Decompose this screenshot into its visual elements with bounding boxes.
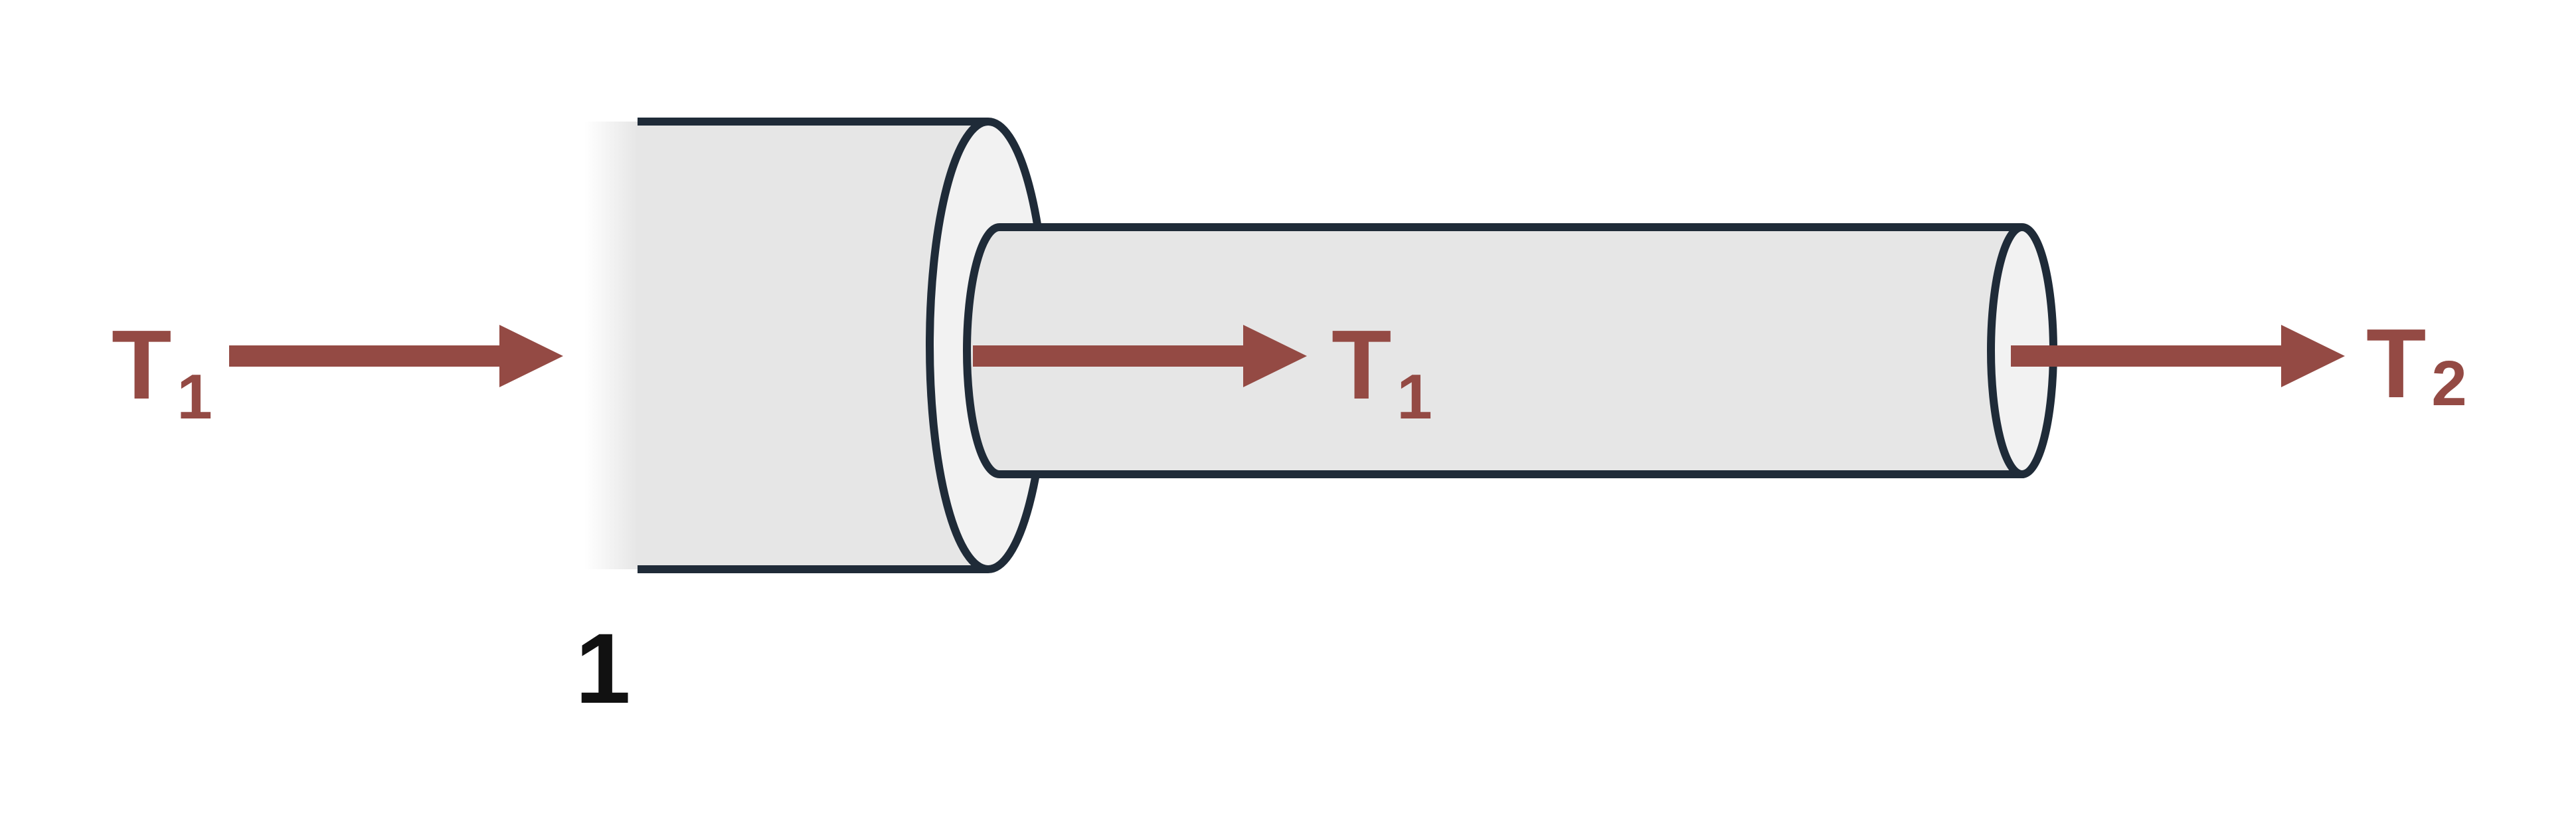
arrow-left-head bbox=[499, 325, 563, 387]
arrow-right-shaft bbox=[2011, 345, 2284, 367]
t1-mid-sub: 1 bbox=[1397, 361, 1432, 432]
t1-mid-label: T1 bbox=[1331, 310, 1432, 432]
t1-left-label: T1 bbox=[112, 310, 213, 432]
t2-right-sub: 2 bbox=[2431, 348, 2466, 419]
large-pipe-fade bbox=[584, 122, 638, 569]
t2-right-label: T2 bbox=[2366, 309, 2467, 419]
t1-mid-main: T bbox=[1331, 310, 1391, 420]
right-arrow-icon bbox=[2011, 325, 2345, 387]
t1-left-sub: 1 bbox=[177, 361, 212, 432]
section-label: 1 bbox=[575, 612, 630, 724]
right-arrow-icon bbox=[229, 325, 563, 387]
arrow-left-shaft bbox=[229, 345, 503, 367]
arrow-mid-shaft bbox=[973, 345, 1246, 367]
arrow-right-head bbox=[2281, 325, 2345, 387]
arrow-mid-head bbox=[1243, 325, 1307, 387]
t1-left-main: T bbox=[112, 310, 171, 420]
t2-right-main: T bbox=[2366, 309, 2426, 418]
right-arrow-icon bbox=[973, 325, 1307, 387]
